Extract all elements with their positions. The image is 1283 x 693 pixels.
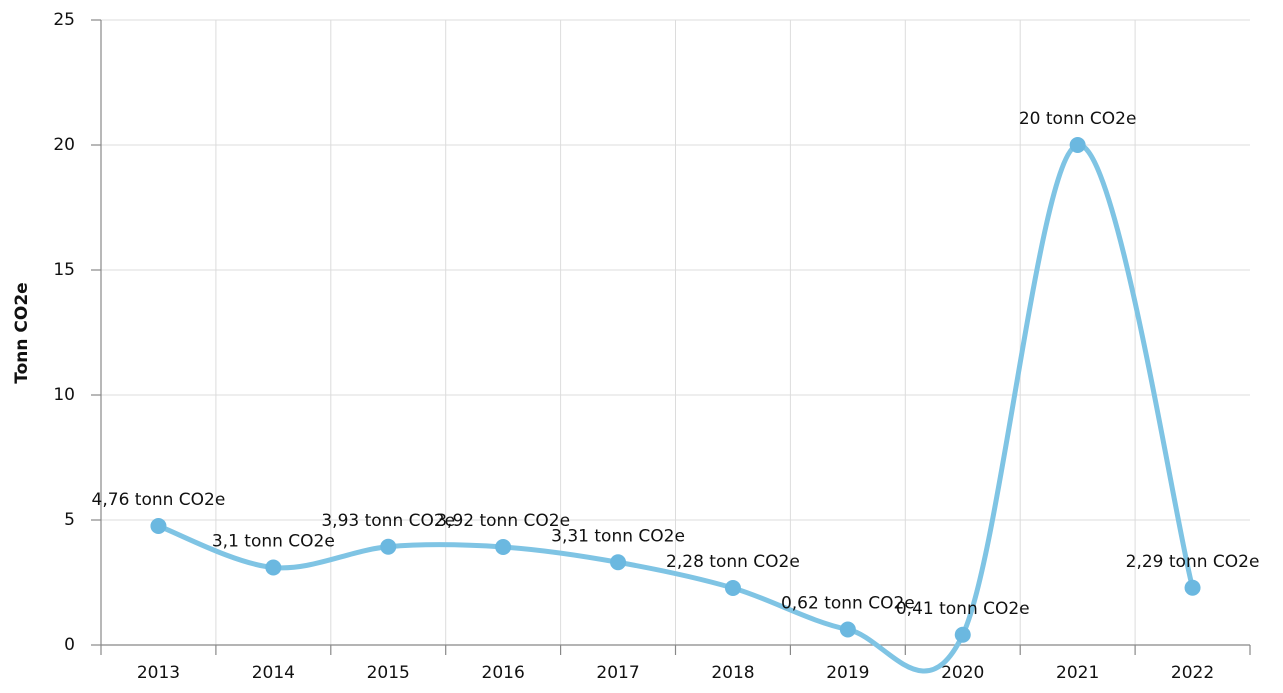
data-label: 0,41 tonn CO2e [896, 599, 1030, 619]
data-label: 20 tonn CO2e [1019, 109, 1137, 129]
data-label: 3,1 tonn CO2e [212, 532, 335, 552]
x-tick-label: 2020 [941, 663, 984, 683]
x-tick-label: 2015 [367, 663, 410, 683]
point [839, 621, 856, 638]
y-tick-label: 25 [53, 10, 75, 30]
y-tick-label: 0 [64, 635, 75, 655]
x-tick-label: 2018 [711, 663, 754, 683]
point [1069, 137, 1086, 153]
data-label: 2,29 tonn CO2e [1126, 552, 1260, 572]
x-tick-label: 2022 [1171, 663, 1214, 683]
data-label: 3,93 tonn CO2e [321, 511, 455, 531]
x-tick-label: 2019 [826, 663, 869, 683]
point [1184, 579, 1201, 596]
x-tick-label: 2021 [1056, 663, 1099, 683]
point [610, 554, 627, 571]
y-tick-label: 5 [64, 510, 75, 530]
data-label: 2,28 tonn CO2e [666, 552, 800, 572]
y-axis-title: Tonn CO2e [12, 282, 32, 383]
data-label: 3,92 tonn CO2e [436, 511, 570, 531]
x-tick-label: 2016 [482, 663, 525, 683]
point [150, 518, 167, 534]
data-label: 0,62 tonn CO2e [781, 594, 915, 614]
y-tick-label: 10 [53, 385, 75, 405]
x-tick-label: 2017 [596, 663, 639, 683]
data-label: 4,76 tonn CO2e [92, 490, 226, 510]
y-tick-label: 15 [53, 260, 75, 280]
point [724, 580, 741, 596]
point [380, 538, 397, 555]
point [265, 559, 282, 576]
y-tick-label: 20 [53, 135, 75, 155]
data-label: 3,31 tonn CO2e [551, 526, 685, 546]
x-tick-label: 2014 [252, 663, 295, 683]
point [495, 539, 512, 555]
point [954, 626, 971, 643]
x-tick-label: 2013 [137, 663, 180, 683]
